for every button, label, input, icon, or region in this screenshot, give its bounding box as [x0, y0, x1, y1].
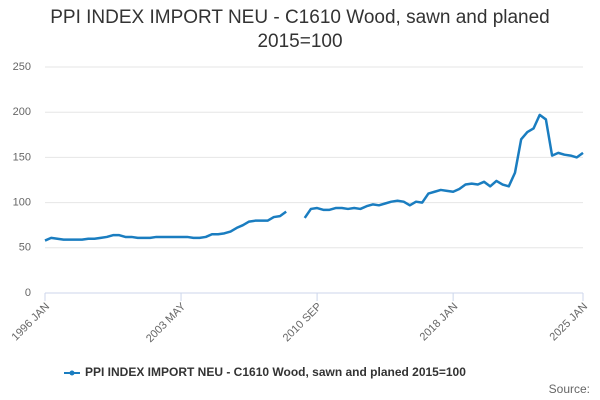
source: Source:	[549, 382, 590, 396]
x-tick-label: 2003 MAY	[144, 300, 189, 345]
x-tick-label: 2010 SEP	[281, 301, 325, 345]
x-tick-label: 2018 JAN	[418, 301, 461, 344]
y-tick-label: 150	[13, 151, 31, 163]
series-line	[44, 113, 584, 242]
x-tick-label: 1996 JAN	[10, 301, 53, 344]
y-tick-label: 0	[25, 287, 31, 299]
y-tick-label: 100	[13, 197, 31, 209]
legend-marker	[69, 370, 75, 376]
y-tick-label: 50	[19, 242, 31, 254]
chart-title: PPI INDEX IMPORT NEU - C1610 Wood, sawn …	[50, 7, 550, 52]
y-tick-label: 250	[13, 61, 31, 73]
y-tick-label: 200	[13, 106, 31, 118]
legend-label: PPI INDEX IMPORT NEU - C1610 Wood, sawn …	[85, 365, 466, 379]
x-tick-label: 2025 JAN	[548, 301, 591, 344]
